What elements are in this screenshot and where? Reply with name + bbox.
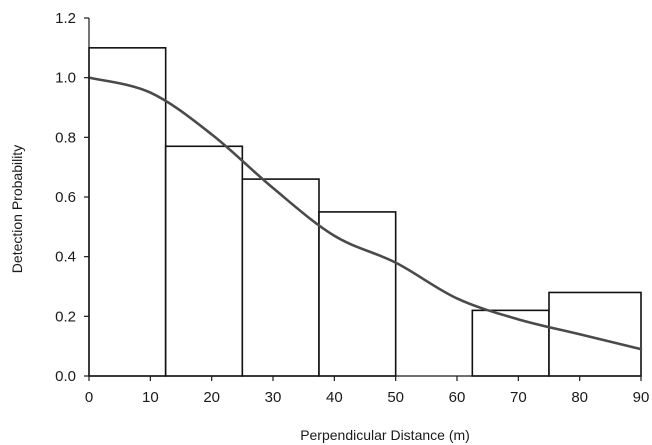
x-tick-label: 40 <box>326 389 343 406</box>
x-tick-label: 70 <box>510 389 527 406</box>
y-tick-label: 0.2 <box>55 308 76 325</box>
x-tick-label: 10 <box>142 389 159 406</box>
x-tick-label: 50 <box>387 389 404 406</box>
x-axis-title: Perpendicular Distance (m) <box>300 427 470 443</box>
y-tick-label: 0.0 <box>55 368 76 385</box>
y-axis-title: Detection Probability <box>9 145 25 273</box>
x-tick-label: 30 <box>265 389 282 406</box>
y-tick-label: 1.2 <box>55 10 76 27</box>
histogram-bar <box>318 211 397 377</box>
histogram-bar <box>471 309 550 377</box>
x-tick-label: 60 <box>449 389 466 406</box>
histogram-bar <box>88 47 167 377</box>
x-axis-ticks: 0 10 20 30 40 50 60 70 80 90 <box>85 376 650 406</box>
x-tick-label: 20 <box>203 389 220 406</box>
x-tick-label: 0 <box>85 389 93 406</box>
histogram-bar <box>548 291 642 377</box>
x-tick-label: 80 <box>571 389 588 406</box>
histogram-bars <box>88 47 642 377</box>
histogram-bar <box>164 145 244 377</box>
y-tick-label: 0.6 <box>55 189 76 206</box>
detection-function-curve <box>87 76 643 351</box>
y-tick-label: 1.0 <box>55 70 76 87</box>
histogram-bar <box>241 178 320 377</box>
y-tick-label: 0.4 <box>55 249 76 266</box>
y-axis-ticks: 0.0 0.2 0.4 0.6 0.8 1.0 1.2 <box>55 10 89 385</box>
x-tick-label: 90 <box>633 389 650 406</box>
y-tick-label: 0.8 <box>55 129 76 146</box>
